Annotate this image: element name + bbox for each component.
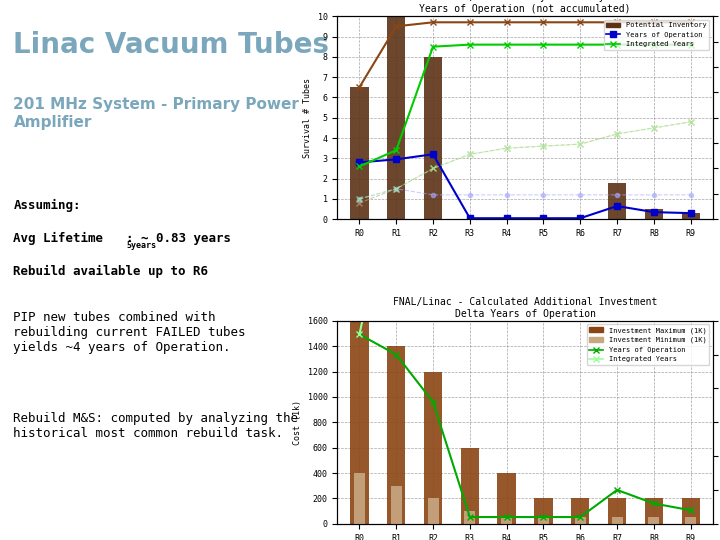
Bar — [682, 498, 700, 524]
Bar — [649, 517, 660, 524]
Text: : ~ 0.83 years: : ~ 0.83 years — [126, 232, 231, 245]
Bar — [611, 517, 623, 524]
Bar — [538, 517, 549, 524]
Bar — [608, 183, 626, 219]
Bar — [608, 498, 626, 524]
Text: Rebuild M&S: computed by analyzing the
historical most common rebuild task.: Rebuild M&S: computed by analyzing the h… — [14, 412, 299, 440]
Y-axis label: Cost (1k): Cost (1k) — [293, 400, 302, 445]
Text: 201 MHz System - Primary Power
Amplifier: 201 MHz System - Primary Power Amplifier — [14, 97, 300, 130]
Title: FNAL/Linac - Calculated Additional Investment
Delta Years of Operation: FNAL/Linac - Calculated Additional Inves… — [393, 297, 657, 319]
Title: FNAL/Linac - Play Inventory
Years of Operation (not accumulated): FNAL/Linac - Play Inventory Years of Ope… — [419, 0, 631, 14]
Bar — [461, 448, 479, 524]
Bar — [685, 517, 696, 524]
Text: Avg Lifetime: Avg Lifetime — [14, 232, 104, 245]
Text: Linac Vacuum Tubes: Linac Vacuum Tubes — [14, 31, 330, 59]
Bar — [350, 87, 369, 219]
Bar — [498, 473, 516, 524]
Bar — [644, 498, 663, 524]
Bar — [424, 57, 442, 219]
Text: Assuming:: Assuming: — [14, 199, 81, 212]
Bar — [464, 511, 475, 524]
Text: Rebuild available up to R6: Rebuild available up to R6 — [14, 265, 209, 278]
Bar — [571, 498, 590, 524]
Text: 5years: 5years — [126, 240, 156, 249]
Bar — [644, 209, 663, 219]
Bar — [534, 498, 553, 524]
Bar — [387, 16, 405, 219]
Bar — [391, 486, 402, 524]
Bar — [428, 498, 438, 524]
Bar — [682, 213, 700, 219]
Bar — [387, 346, 405, 524]
Legend: Investment Maximum (1K), Investment Minimum (1K), Years of Operation, Integrated: Investment Maximum (1K), Investment Mini… — [587, 324, 709, 365]
Y-axis label: Survival # Tubes: Survival # Tubes — [303, 78, 312, 158]
Bar — [501, 517, 512, 524]
Legend: Potential Inventory, Years of Operation, Integrated Years: Potential Inventory, Years of Operation,… — [603, 19, 709, 50]
Bar — [354, 473, 365, 524]
Bar — [350, 321, 369, 524]
Text: PIP new tubes combined with
rebuilding current FAILED tubes
yields ~4 years of O: PIP new tubes combined with rebuilding c… — [14, 310, 246, 354]
Bar — [575, 517, 586, 524]
Bar — [424, 372, 442, 524]
